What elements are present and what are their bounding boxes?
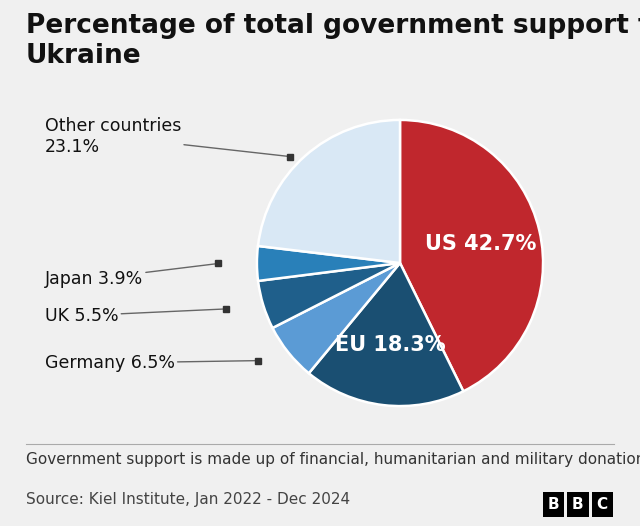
Text: Source: Kiel Institute, Jan 2022 - Dec 2024: Source: Kiel Institute, Jan 2022 - Dec 2… bbox=[26, 492, 349, 507]
Wedge shape bbox=[257, 246, 400, 281]
Text: Percentage of total government support to
Ukraine: Percentage of total government support t… bbox=[26, 13, 640, 69]
Text: US 42.7%: US 42.7% bbox=[425, 234, 536, 254]
Text: UK 5.5%: UK 5.5% bbox=[45, 307, 227, 325]
Text: Germany 6.5%: Germany 6.5% bbox=[45, 354, 259, 372]
Wedge shape bbox=[258, 263, 400, 328]
Text: C: C bbox=[596, 497, 608, 512]
Text: B: B bbox=[572, 497, 584, 512]
Text: B: B bbox=[548, 497, 559, 512]
Text: Other countries
23.1%: Other countries 23.1% bbox=[45, 117, 290, 157]
Text: Japan 3.9%: Japan 3.9% bbox=[45, 264, 218, 288]
Wedge shape bbox=[400, 120, 543, 391]
Text: EU 18.3%: EU 18.3% bbox=[335, 336, 445, 356]
Text: Government support is made up of financial, humanitarian and military donations: Government support is made up of financi… bbox=[26, 452, 640, 468]
Wedge shape bbox=[258, 120, 400, 263]
Wedge shape bbox=[309, 263, 463, 406]
Wedge shape bbox=[273, 263, 400, 373]
